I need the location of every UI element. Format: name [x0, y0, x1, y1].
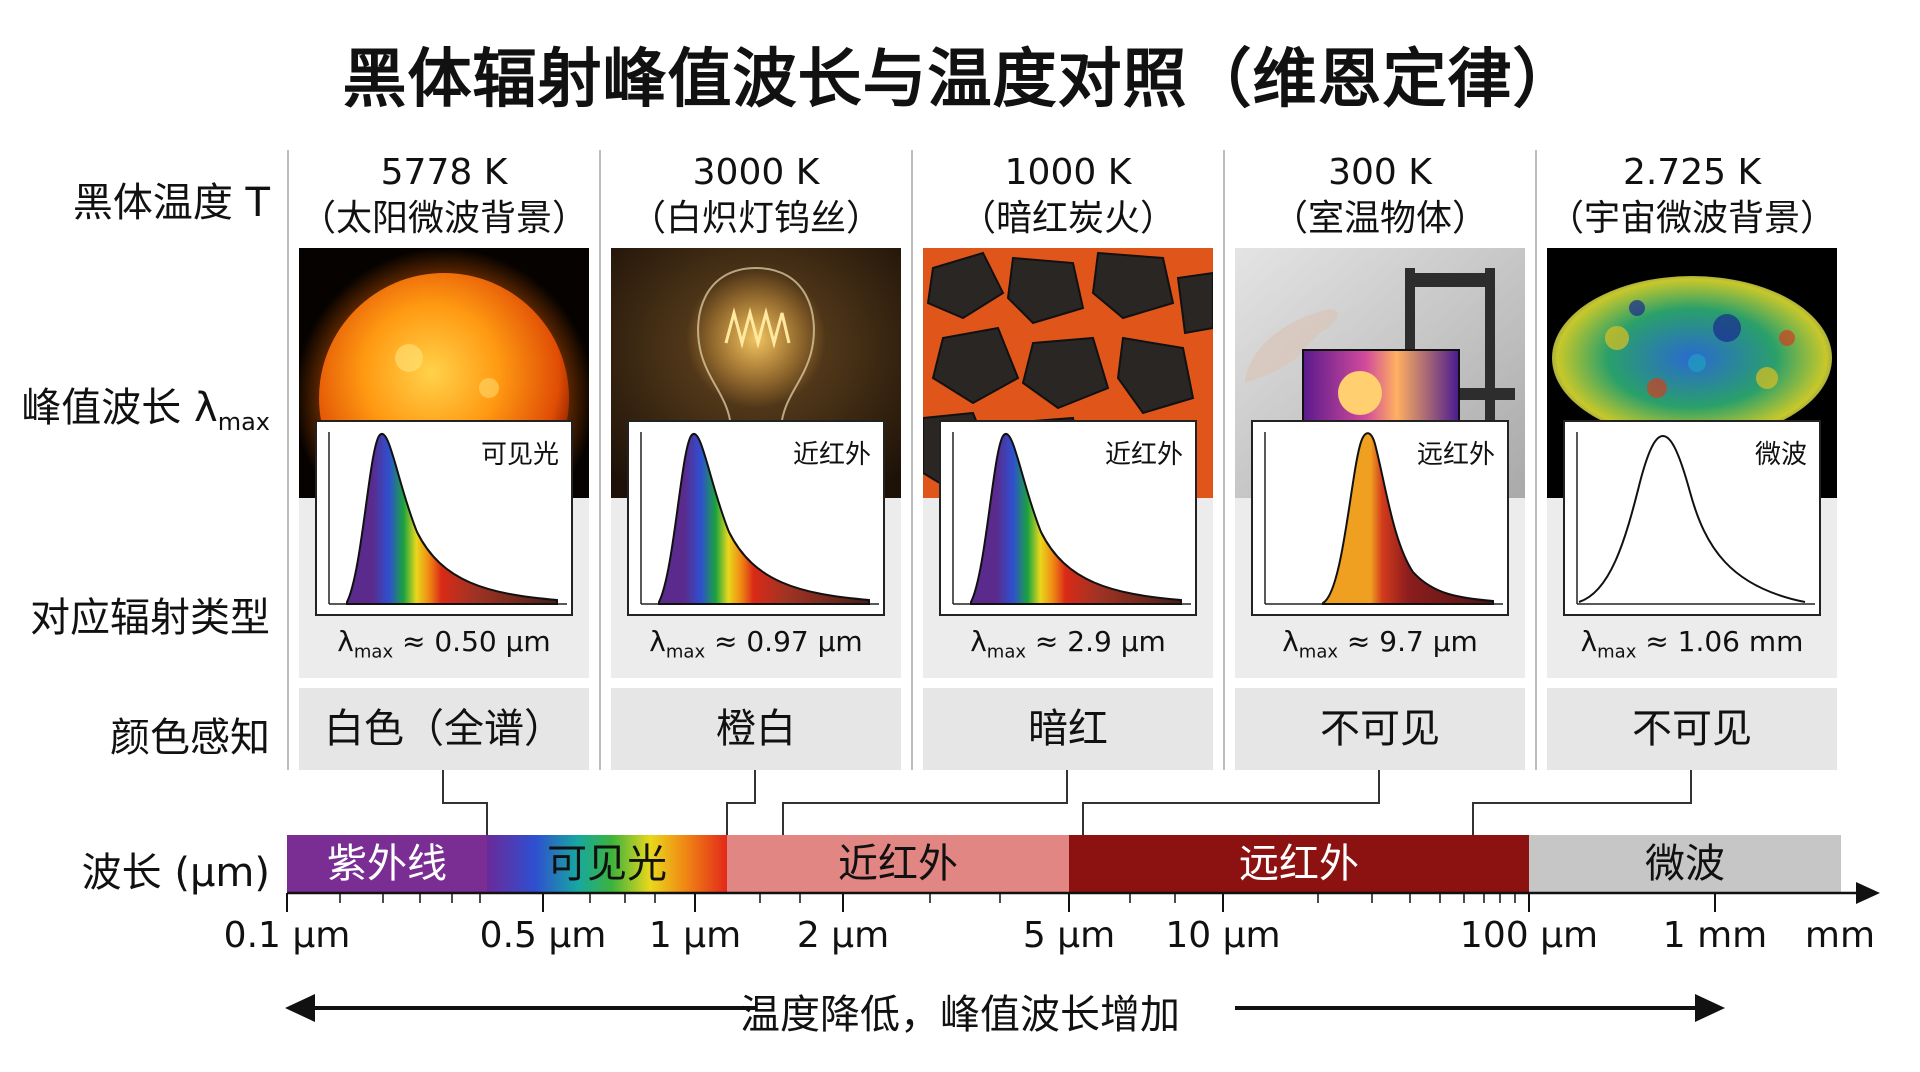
temperature-desc: （白炽灯钨丝）: [629, 198, 882, 239]
axis-tick-label: 0.1 μm: [223, 915, 351, 956]
temperature-desc: （太阳微波背景）: [299, 198, 588, 239]
axis-tick-label: 1 μm: [648, 915, 742, 956]
peak-wavelength-value: λmax ≈ 9.7 μm: [1235, 625, 1525, 663]
temperature-header: 2.725 K （宇宙微波背景）: [1547, 150, 1837, 242]
peak-value-text: ≈ 2.9 μm: [1034, 625, 1166, 658]
blackbody-curve-chart: 近红外: [939, 420, 1197, 616]
temperature-value: 300 K: [1328, 152, 1432, 193]
lambda-sub: max: [1298, 641, 1338, 663]
color-perception-cell: 橙白: [611, 688, 901, 770]
axis-tick-label: 0.5 μm: [479, 915, 607, 956]
blackbody-curve-chart: 远红外: [1251, 420, 1509, 616]
temperature-value: 5778 K: [380, 152, 508, 193]
axis-tick-label: 1 mm: [1662, 915, 1768, 956]
peak-value-text: ≈ 9.7 μm: [1346, 625, 1478, 658]
temperature-value: 1000 K: [1004, 152, 1132, 193]
lambda-symbol: λ: [649, 625, 666, 658]
column-sun: 5778 K （太阳微波背景） 可见光 λmax ≈ 0.: [299, 150, 589, 770]
band-microwave: 微波: [1529, 835, 1841, 893]
color-perception-cell: 白色（全谱）: [299, 688, 589, 770]
column-bulb: 3000 K （白炽灯钨丝） 近红外 λmax ≈ 0.97 μm 橙白: [611, 150, 901, 770]
peak-value-text: ≈ 1.06 mm: [1645, 625, 1804, 658]
temperature-header: 3000 K （白炽灯钨丝）: [611, 150, 901, 242]
axis-tick-label: 10 μm: [1165, 915, 1281, 956]
lambda-sub: max: [353, 641, 394, 663]
radiation-type-label: 可见光: [480, 440, 559, 470]
band-far-infrared: 远红外: [1069, 835, 1529, 893]
temperature-header: 5778 K （太阳微波背景）: [299, 150, 589, 242]
bottom-caption: 温度降低，峰值波长增加: [740, 992, 1180, 1038]
band-visible: 可见光: [487, 835, 727, 893]
band-near-infrared: 近红外: [727, 835, 1069, 893]
row-label-peak-wavelength: 峰值波长 λmax: [20, 375, 270, 436]
page-title: 黑体辐射峰值波长与温度对照（维恩定律）: [342, 43, 1578, 117]
cmb-map-illustration: [1552, 276, 1832, 440]
lambda-symbol: λ: [970, 625, 987, 658]
row-label-color: 颜色感知: [110, 715, 270, 761]
lambda-symbol: λ: [337, 625, 354, 658]
peak-label-main: 峰值波长 λ: [21, 385, 218, 431]
radiation-type-label: 远红外: [1416, 440, 1495, 470]
blackbody-curve-chart: 可见光: [315, 420, 573, 616]
peak-value-text: ≈ 0.97 μm: [714, 625, 863, 658]
temperature-value: 3000 K: [692, 152, 820, 193]
temperature-desc: （室温物体）: [1271, 198, 1488, 239]
axis-tick-label: 5 μm: [1022, 915, 1116, 956]
column-divider: [911, 150, 913, 770]
column-divider: [1535, 150, 1537, 770]
column-cmb: 2.725 K （宇宙微波背景） 微波 λmax ≈ 1.06: [1547, 150, 1837, 770]
color-perception-cell: 暗红: [923, 688, 1213, 770]
peak-wavelength-value: λmax ≈ 2.9 μm: [923, 625, 1213, 663]
peak-wavelength-value: λmax ≈ 0.50 μm: [299, 625, 589, 663]
axis-tick-label: mm: [1804, 915, 1876, 956]
peak-value-text: ≈ 0.50 μm: [402, 625, 551, 658]
peak-wavelength-value: λmax ≈ 1.06 mm: [1547, 625, 1837, 663]
band-ultraviolet: 紫外线: [287, 835, 487, 893]
column-divider: [1223, 150, 1225, 770]
row-label-radiation-type: 对应辐射类型: [30, 595, 270, 641]
temperature-header: 300 K （室温物体）: [1235, 150, 1525, 242]
lambda-symbol: λ: [1282, 625, 1299, 658]
temperature-header: 1000 K （暗红炭火）: [923, 150, 1213, 242]
radiation-type-label: 微波: [1754, 440, 1807, 470]
temperature-desc: （暗红炭火）: [959, 198, 1176, 239]
temperature-value: 2.725 K: [1622, 152, 1762, 193]
column-coals: 1000 K （暗红炭火） 近红外 λmax ≈ 2.9: [923, 150, 1213, 770]
row-label-temperature: 黑体温度 T: [72, 180, 270, 226]
axis-tick-label: 100 μm: [1459, 915, 1599, 956]
column-room: 300 K （室温物体）: [1235, 150, 1525, 770]
radiation-type-label: 近红外: [792, 440, 871, 470]
peak-wavelength-value: λmax ≈ 0.97 μm: [611, 625, 901, 663]
lambda-sub: max: [1597, 641, 1637, 663]
color-perception-cell: 不可见: [1547, 688, 1837, 770]
column-divider: [599, 150, 601, 770]
lambda-symbol: λ: [1580, 625, 1598, 658]
column-divider: [287, 150, 289, 770]
blackbody-curve-chart: 微波: [1563, 420, 1821, 616]
lambda-sub: max: [986, 641, 1026, 663]
temperature-desc: （宇宙微波背景）: [1547, 198, 1836, 239]
axis-tick-label: 2 μm: [796, 915, 890, 956]
row-label-wavelength: 波长 (μm): [81, 850, 270, 896]
lambda-sub: max: [665, 641, 706, 663]
radiation-type-label: 近红外: [1104, 440, 1183, 470]
peak-label-sub: max: [217, 408, 270, 436]
color-perception-cell: 不可见: [1235, 688, 1525, 770]
blackbody-curve-chart: 近红外: [627, 420, 885, 616]
